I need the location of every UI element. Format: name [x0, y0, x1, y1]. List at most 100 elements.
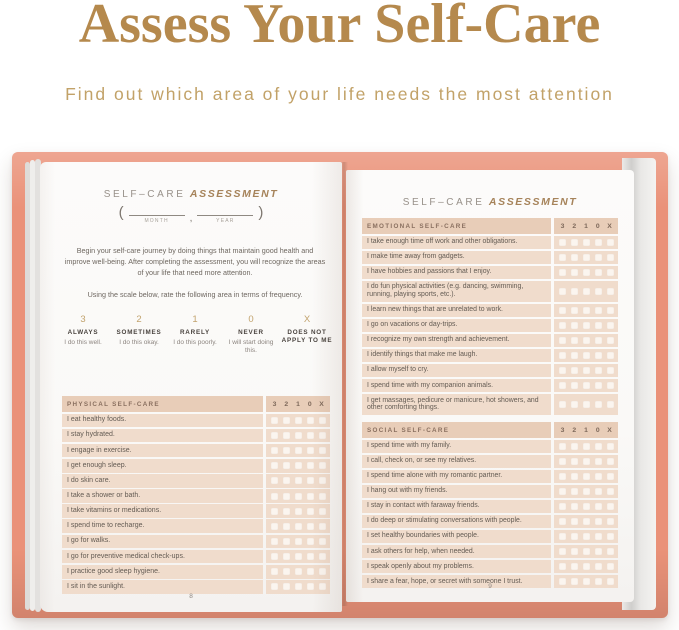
rating-checkbox[interactable]	[294, 416, 302, 424]
rating-checkbox[interactable]	[594, 442, 602, 450]
rating-checkbox[interactable]	[270, 553, 278, 561]
rating-checkbox[interactable]	[294, 537, 302, 545]
rating-checkbox[interactable]	[570, 502, 578, 510]
rating-checkbox[interactable]	[318, 462, 326, 470]
rating-checkbox[interactable]	[570, 563, 578, 571]
rating-checkbox[interactable]	[606, 532, 614, 540]
rating-checkbox[interactable]	[582, 563, 590, 571]
rating-checkbox[interactable]	[282, 522, 290, 530]
rating-checkbox[interactable]	[306, 537, 314, 545]
rating-checkbox[interactable]	[282, 462, 290, 470]
rating-checkbox[interactable]	[558, 306, 566, 314]
rating-checkbox[interactable]	[570, 287, 578, 295]
rating-checkbox[interactable]	[606, 502, 614, 510]
rating-checkbox[interactable]	[582, 457, 590, 465]
rating-checkbox[interactable]	[558, 563, 566, 571]
rating-checkbox[interactable]	[594, 502, 602, 510]
rating-checkbox[interactable]	[306, 553, 314, 561]
rating-checkbox[interactable]	[582, 287, 590, 295]
rating-checkbox[interactable]	[582, 268, 590, 276]
rating-checkbox[interactable]	[318, 568, 326, 576]
year-field[interactable]: YEAR	[197, 206, 254, 224]
rating-checkbox[interactable]	[558, 400, 566, 408]
rating-checkbox[interactable]	[306, 416, 314, 424]
rating-checkbox[interactable]	[282, 537, 290, 545]
rating-checkbox[interactable]	[558, 268, 566, 276]
rating-checkbox[interactable]	[606, 487, 614, 495]
rating-checkbox[interactable]	[594, 366, 602, 374]
rating-checkbox[interactable]	[282, 477, 290, 485]
rating-checkbox[interactable]	[594, 381, 602, 389]
rating-checkbox[interactable]	[294, 522, 302, 530]
rating-checkbox[interactable]	[594, 306, 602, 314]
rating-checkbox[interactable]	[594, 457, 602, 465]
rating-checkbox[interactable]	[282, 568, 290, 576]
rating-checkbox[interactable]	[558, 321, 566, 329]
rating-checkbox[interactable]	[606, 547, 614, 555]
rating-checkbox[interactable]	[294, 507, 302, 515]
rating-checkbox[interactable]	[294, 553, 302, 561]
rating-checkbox[interactable]	[606, 472, 614, 480]
rating-checkbox[interactable]	[306, 462, 314, 470]
rating-checkbox[interactable]	[318, 537, 326, 545]
rating-checkbox[interactable]	[582, 351, 590, 359]
rating-checkbox[interactable]	[318, 583, 326, 591]
rating-checkbox[interactable]	[306, 431, 314, 439]
rating-checkbox[interactable]	[282, 431, 290, 439]
rating-checkbox[interactable]	[606, 268, 614, 276]
rating-checkbox[interactable]	[570, 381, 578, 389]
rating-checkbox[interactable]	[570, 578, 578, 586]
rating-checkbox[interactable]	[582, 321, 590, 329]
rating-checkbox[interactable]	[306, 568, 314, 576]
rating-checkbox[interactable]	[606, 351, 614, 359]
rating-checkbox[interactable]	[294, 477, 302, 485]
rating-checkbox[interactable]	[570, 487, 578, 495]
rating-checkbox[interactable]	[570, 532, 578, 540]
rating-checkbox[interactable]	[270, 537, 278, 545]
rating-checkbox[interactable]	[294, 568, 302, 576]
rating-checkbox[interactable]	[594, 238, 602, 246]
rating-checkbox[interactable]	[270, 522, 278, 530]
rating-checkbox[interactable]	[558, 547, 566, 555]
rating-checkbox[interactable]	[570, 253, 578, 261]
rating-checkbox[interactable]	[558, 472, 566, 480]
rating-checkbox[interactable]	[606, 287, 614, 295]
rating-checkbox[interactable]	[306, 522, 314, 530]
rating-checkbox[interactable]	[282, 507, 290, 515]
rating-checkbox[interactable]	[318, 447, 326, 455]
rating-checkbox[interactable]	[558, 366, 566, 374]
rating-checkbox[interactable]	[558, 381, 566, 389]
rating-checkbox[interactable]	[570, 268, 578, 276]
rating-checkbox[interactable]	[570, 351, 578, 359]
rating-checkbox[interactable]	[306, 583, 314, 591]
rating-checkbox[interactable]	[594, 547, 602, 555]
rating-checkbox[interactable]	[594, 472, 602, 480]
rating-checkbox[interactable]	[582, 517, 590, 525]
rating-checkbox[interactable]	[594, 268, 602, 276]
rating-checkbox[interactable]	[294, 462, 302, 470]
rating-checkbox[interactable]	[594, 287, 602, 295]
rating-checkbox[interactable]	[582, 532, 590, 540]
rating-checkbox[interactable]	[318, 477, 326, 485]
rating-checkbox[interactable]	[582, 442, 590, 450]
rating-checkbox[interactable]	[570, 238, 578, 246]
rating-checkbox[interactable]	[306, 507, 314, 515]
rating-checkbox[interactable]	[318, 507, 326, 515]
rating-checkbox[interactable]	[606, 381, 614, 389]
rating-checkbox[interactable]	[582, 502, 590, 510]
rating-checkbox[interactable]	[606, 517, 614, 525]
rating-checkbox[interactable]	[558, 287, 566, 295]
rating-checkbox[interactable]	[582, 253, 590, 261]
rating-checkbox[interactable]	[318, 553, 326, 561]
rating-checkbox[interactable]	[558, 578, 566, 586]
rating-checkbox[interactable]	[270, 583, 278, 591]
rating-checkbox[interactable]	[570, 472, 578, 480]
rating-checkbox[interactable]	[594, 578, 602, 586]
rating-checkbox[interactable]	[594, 517, 602, 525]
rating-checkbox[interactable]	[270, 477, 278, 485]
rating-checkbox[interactable]	[606, 321, 614, 329]
rating-checkbox[interactable]	[582, 472, 590, 480]
rating-checkbox[interactable]	[282, 583, 290, 591]
rating-checkbox[interactable]	[270, 507, 278, 515]
rating-checkbox[interactable]	[606, 336, 614, 344]
